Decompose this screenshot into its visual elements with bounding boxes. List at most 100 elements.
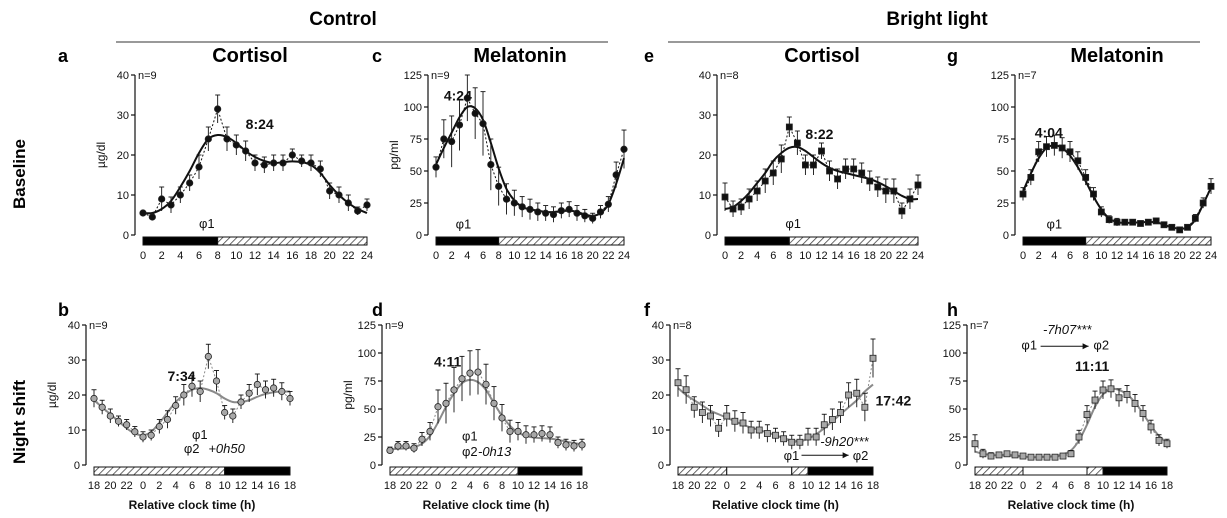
x-tick-label: 18 <box>672 480 684 492</box>
data-point <box>731 417 739 425</box>
data-point <box>490 399 498 407</box>
data-point <box>212 377 221 385</box>
data-point <box>450 386 458 394</box>
group-title-control: Control <box>309 9 377 30</box>
y-axis-label: pg/ml <box>341 380 355 409</box>
data-point <box>410 444 418 452</box>
x-tick-label: 18 <box>1158 250 1170 262</box>
y-tick-label: 75 <box>364 376 376 388</box>
x-tick-label: 24 <box>618 250 630 262</box>
x-tick-label: 2 <box>1036 250 1042 262</box>
data-point <box>581 212 589 220</box>
light-schedule-bar <box>217 236 368 246</box>
data-point <box>1066 148 1074 156</box>
data-point <box>850 165 858 173</box>
fit-curve <box>974 387 1168 459</box>
x-tick-label: 24 <box>1205 250 1217 262</box>
data-point <box>514 427 522 435</box>
data-point <box>785 123 793 131</box>
data-point <box>237 398 245 406</box>
data-point <box>620 145 628 153</box>
data-point <box>834 175 841 183</box>
x-tick-label: 24 <box>361 250 373 262</box>
y-tick-label: 50 <box>949 404 961 416</box>
x-tick-label: 2 <box>740 480 746 492</box>
y-tick-label: 30 <box>699 110 711 122</box>
y-tick-label: 10 <box>117 190 129 202</box>
x-axis-label: Relative clock time (h) <box>129 498 256 512</box>
x-tick-label: 6 <box>1068 480 1074 492</box>
x-tick-label: 0 <box>140 250 146 262</box>
phase-shift-label: +0h50 <box>208 441 245 456</box>
data-point <box>890 187 898 195</box>
data-point <box>466 369 474 377</box>
data-point <box>906 195 914 203</box>
light-schedule-bar <box>974 466 1024 476</box>
x-tick-label: 14 <box>1127 250 1139 262</box>
data-point <box>874 183 882 191</box>
data-point <box>139 209 147 217</box>
x-tick-label: 20 <box>1174 250 1186 262</box>
x-tick-label: 22 <box>342 250 354 262</box>
data-point <box>578 441 586 449</box>
data-point <box>167 201 175 209</box>
data-point <box>987 452 995 460</box>
light-schedule-bar <box>726 466 793 476</box>
data-point <box>763 430 771 437</box>
data-point <box>98 403 106 411</box>
data-point <box>232 141 240 149</box>
data-point <box>1168 223 1176 231</box>
data-point <box>487 161 495 169</box>
x-tick-label: 20 <box>587 250 599 262</box>
data-point <box>278 387 286 396</box>
data-point <box>812 433 820 441</box>
y-tick-label: 40 <box>68 320 80 332</box>
data-point <box>1176 226 1184 234</box>
x-tick-label: 10 <box>1095 250 1107 262</box>
x-tick-label: 22 <box>121 480 133 492</box>
data-point <box>440 135 448 143</box>
x-tick-label: 12 <box>524 250 536 262</box>
y-tick-label: 0 <box>658 460 664 472</box>
data-point <box>723 412 731 420</box>
x-tick-label: 20 <box>985 480 997 492</box>
data-point <box>506 427 514 435</box>
x-tick-label: 18 <box>576 480 588 492</box>
peak-time-label: 8:22 <box>805 126 833 142</box>
panel-letter: d <box>372 300 383 320</box>
data-point <box>458 375 466 383</box>
x-tick-label: 2 <box>449 250 455 262</box>
light-schedule-bar <box>788 236 919 246</box>
x-tick-label: 14 <box>544 480 556 492</box>
x-tick-label: 22 <box>704 480 716 492</box>
y-tick-label: 75 <box>949 376 961 388</box>
x-tick-label: 22 <box>1189 250 1201 262</box>
x-tick-label: 14 <box>251 480 263 492</box>
x-tick-label: 2 <box>159 250 165 262</box>
y-tick-label: 125 <box>404 70 422 82</box>
x-tick-label: 12 <box>815 250 827 262</box>
data-point <box>589 214 597 222</box>
y-tick-label: 25 <box>997 198 1009 210</box>
phase-label: φ2 <box>462 444 478 459</box>
light-schedule-bar <box>1085 236 1212 246</box>
peak-time-label: 8:24 <box>246 116 274 132</box>
phase-label: φ2 <box>184 441 200 456</box>
data-point <box>463 94 471 102</box>
data-point <box>882 187 890 195</box>
y-tick-label: 25 <box>410 198 422 210</box>
data-point <box>221 408 229 417</box>
data-point <box>845 391 853 399</box>
data-point <box>1137 220 1144 227</box>
x-tick-label: 16 <box>851 480 863 492</box>
data-point <box>1083 411 1091 419</box>
data-point <box>214 105 222 113</box>
x-tick-label: 16 <box>555 250 567 262</box>
x-tick-label: 8 <box>789 480 795 492</box>
data-point <box>1105 216 1113 224</box>
phase-label: φ1 <box>456 217 472 232</box>
y-tick-label: 30 <box>68 355 80 367</box>
data-point <box>106 412 114 420</box>
x-tick-label: 4 <box>1051 250 1057 262</box>
light-schedule-bar <box>1022 466 1088 476</box>
